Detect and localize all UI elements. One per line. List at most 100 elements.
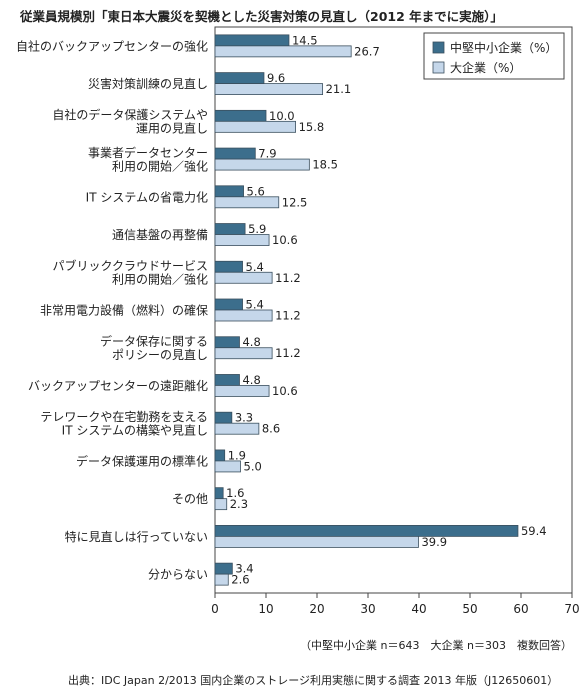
value-label-large: 2.6	[231, 573, 249, 587]
category-label: 災害対策訓練の見直し	[88, 76, 208, 91]
category-label: 通信基盤の再整備	[112, 227, 208, 242]
category-label: 自社のバックアップセンターの強化	[16, 38, 208, 53]
value-label-sme: 3.3	[235, 411, 253, 425]
category-label-line: その他	[172, 492, 208, 506]
value-label-large: 39.9	[421, 535, 447, 549]
value-label-sme: 5.4	[246, 260, 264, 274]
bar-large	[214, 422, 260, 435]
value-label-sme: 5.6	[247, 184, 265, 198]
x-tick-label: 30	[360, 602, 375, 616]
value-label-large: 5.0	[244, 459, 262, 473]
value-label-sme: 9.6	[267, 71, 285, 85]
bar-sme	[214, 449, 226, 462]
bar-large	[214, 573, 229, 586]
bar-large	[214, 234, 270, 246]
value-label-sme: 14.5	[292, 33, 318, 47]
value-label-large: 11.2	[275, 309, 301, 323]
category-label-line: 分からない	[148, 568, 208, 582]
category-label-line: 特に見直しは行っていない	[65, 529, 208, 544]
bar-large	[214, 83, 324, 95]
value-label-large: 11.2	[275, 346, 301, 360]
category-label: 分からない	[148, 568, 208, 582]
bar-large	[214, 498, 228, 511]
value-label-sme: 7.9	[258, 147, 276, 161]
bar-large	[214, 158, 310, 171]
category-label-line: データ保存に関する	[100, 333, 208, 348]
category-label: その他	[172, 492, 208, 506]
bar-sme	[214, 109, 267, 122]
value-label-large: 21.1	[326, 82, 352, 96]
bar-sme	[214, 487, 224, 500]
value-label-large: 26.7	[354, 44, 380, 58]
category-label: 非常用電力設備（燃料）の確保	[40, 303, 208, 318]
bar-sme	[214, 260, 243, 273]
value-label-large: 15.8	[299, 120, 325, 134]
x-tick-label: 40	[411, 602, 426, 616]
bar-sme	[214, 336, 240, 349]
value-label-large: 10.6	[272, 384, 298, 398]
bar-large	[214, 460, 241, 473]
category-label-line: 非常用電力設備（燃料）の確保	[40, 303, 208, 318]
legend-swatch-sme	[432, 41, 445, 54]
value-label-sme: 4.8	[242, 335, 260, 349]
bar-sme	[214, 411, 233, 424]
bar-large	[214, 309, 273, 322]
x-tick-label: 10	[258, 602, 273, 616]
bar-sme	[214, 185, 244, 198]
category-label-line: 事業者データセンター	[88, 145, 208, 160]
value-label-large: 8.6	[262, 422, 280, 436]
chart-title: 従業員規模別「東日本大震災を契機とした災害対策の見直し（2012 年までに実施）…	[20, 9, 503, 24]
bar-large	[214, 347, 273, 360]
category-label-line: 利用の開始／強化	[112, 159, 208, 173]
bar-sme	[214, 223, 246, 235]
category-label: IT システムの省電力化	[86, 190, 208, 204]
value-label-large: 10.6	[272, 233, 298, 247]
source-citation: 出典：IDC Japan 2/2013 国内企業のストレージ利用実態に関する調査…	[68, 674, 559, 687]
value-label-sme: 4.8	[242, 373, 260, 387]
category-label: 自社のデータ保護システムや運用の見直し	[52, 107, 208, 135]
bar-large	[214, 120, 296, 133]
bar-chart: 自社のバックアップセンターの強化 14.5 26.7 災害対策訓練の見直し 9.6 21.…	[16, 26, 580, 616]
legend-box	[423, 32, 565, 80]
value-label-sme: 3.4	[235, 562, 253, 576]
x-tick-label: 60	[513, 602, 528, 616]
bar-sme	[214, 525, 519, 537]
value-label-sme: 1.6	[226, 486, 244, 500]
bar-large	[214, 45, 352, 58]
x-tick-label: 70	[564, 602, 579, 616]
category-label: バックアップセンターの遠距離化	[28, 379, 208, 393]
category-label-line: 災害対策訓練の見直し	[88, 76, 208, 91]
bar-sme	[214, 72, 265, 84]
category-label-line: 自社のデータ保護システムや	[52, 107, 208, 122]
category-label-line: 自社のバックアップセンターの強化	[16, 38, 208, 53]
value-label-sme: 59.4	[521, 524, 547, 538]
category-label: データ保存に関するポリシーの見直し	[100, 333, 208, 362]
value-label-sme: 5.9	[248, 222, 266, 236]
sample-note: （中堅中小企業 n＝643 大企業 n＝303 複数回答）	[300, 639, 572, 652]
value-label-large: 12.5	[282, 195, 308, 209]
bar-large	[214, 385, 270, 397]
legend-swatch-large	[432, 61, 445, 74]
bar-large	[214, 196, 280, 209]
x-tick-label: 0	[211, 602, 219, 616]
category-label-line: 運用の見直し	[136, 122, 208, 136]
category-label-line: IT システムの省電力化	[86, 190, 208, 204]
category-label: データ保護運用の標準化	[76, 453, 208, 468]
value-label-sme: 10.0	[269, 109, 295, 123]
category-label-line: データ保護運用の標準化	[76, 453, 208, 468]
category-label: 特に見直しは行っていない	[65, 529, 208, 544]
bar-sme	[214, 147, 256, 160]
bar-sme	[214, 562, 233, 575]
category-label: 事業者データセンター利用の開始／強化	[88, 145, 208, 174]
bar-sme	[214, 374, 240, 386]
category-label-line: IT システムの構築や見直し	[62, 422, 208, 437]
value-label-large: 2.3	[230, 497, 248, 511]
category-label-line: バックアップセンターの遠距離化	[28, 379, 208, 393]
category-label-line: テレワークや在宅勤務を支える	[40, 409, 208, 424]
value-label-large: 11.2	[275, 271, 301, 285]
legend-label-sme: 中堅中小企業（%）	[450, 40, 557, 55]
value-label-sme: 1.9	[228, 448, 246, 462]
bar-large	[214, 536, 419, 548]
bar-sme	[214, 298, 243, 311]
bar-sme	[214, 34, 290, 47]
